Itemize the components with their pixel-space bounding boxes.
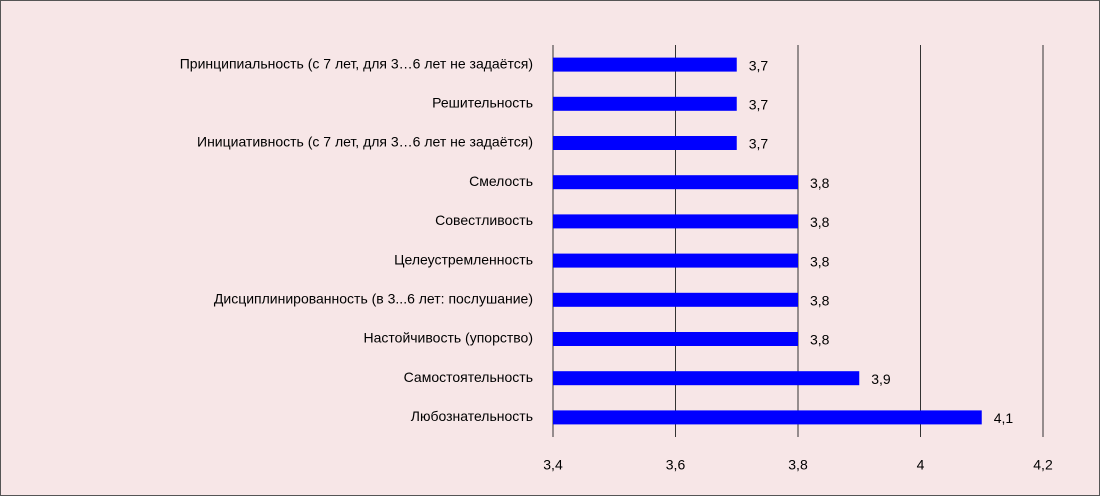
data-label: 3,7 bbox=[749, 136, 769, 152]
bar bbox=[553, 292, 798, 307]
y-tick-label: Совестливость bbox=[435, 212, 533, 228]
bar bbox=[553, 136, 737, 150]
bar bbox=[553, 332, 798, 346]
data-label: 3,8 bbox=[810, 293, 830, 309]
y-tick-label: Целеустремленность bbox=[394, 251, 533, 267]
x-tick-label: 3,6 bbox=[666, 457, 686, 473]
bar bbox=[553, 214, 798, 229]
bar bbox=[553, 96, 737, 111]
data-label: 3,8 bbox=[810, 214, 830, 230]
y-tick-label: Инициативность (с 7 лет, для 3…6 лет не … bbox=[197, 134, 533, 150]
bar bbox=[553, 410, 982, 425]
bar bbox=[553, 175, 798, 190]
bar bbox=[553, 57, 737, 72]
data-label: 3,8 bbox=[810, 253, 830, 269]
y-tick-label: Смелость bbox=[469, 173, 533, 189]
bar bbox=[553, 253, 798, 268]
y-tick-label: Принципиальность (с 7 лет, для 3…6 лет н… bbox=[180, 55, 533, 71]
y-tick-label: Дисциплинированность (в 3...6 лет: послу… bbox=[214, 291, 533, 307]
y-tick-label: Любознательность bbox=[411, 408, 533, 424]
data-label: 3,8 bbox=[810, 175, 830, 191]
x-tick-label: 3,4 bbox=[543, 457, 563, 473]
data-label: 4,1 bbox=[994, 410, 1014, 426]
y-tick-label: Решительность bbox=[432, 95, 533, 111]
y-tick-label: Настойчивость (упорство) bbox=[364, 330, 534, 346]
x-tick-label: 3,8 bbox=[788, 457, 808, 473]
x-tick-label: 4,2 bbox=[1033, 457, 1053, 473]
y-tick-label: Самостоятельность bbox=[404, 369, 533, 385]
x-tick-label: 4 bbox=[917, 457, 925, 473]
data-label: 3,7 bbox=[749, 57, 769, 73]
data-label: 3,9 bbox=[871, 371, 891, 387]
data-label: 3,8 bbox=[810, 332, 830, 348]
data-label: 3,7 bbox=[749, 97, 769, 113]
bar bbox=[553, 371, 860, 386]
